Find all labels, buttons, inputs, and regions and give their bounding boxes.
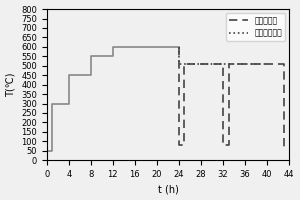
Legend: 普通热处理, 改善后热处理: 普通热处理, 改善后热处理 [226, 13, 285, 41]
Y-axis label: T(℃): T(℃) [6, 72, 16, 97]
X-axis label: t (h): t (h) [158, 184, 178, 194]
